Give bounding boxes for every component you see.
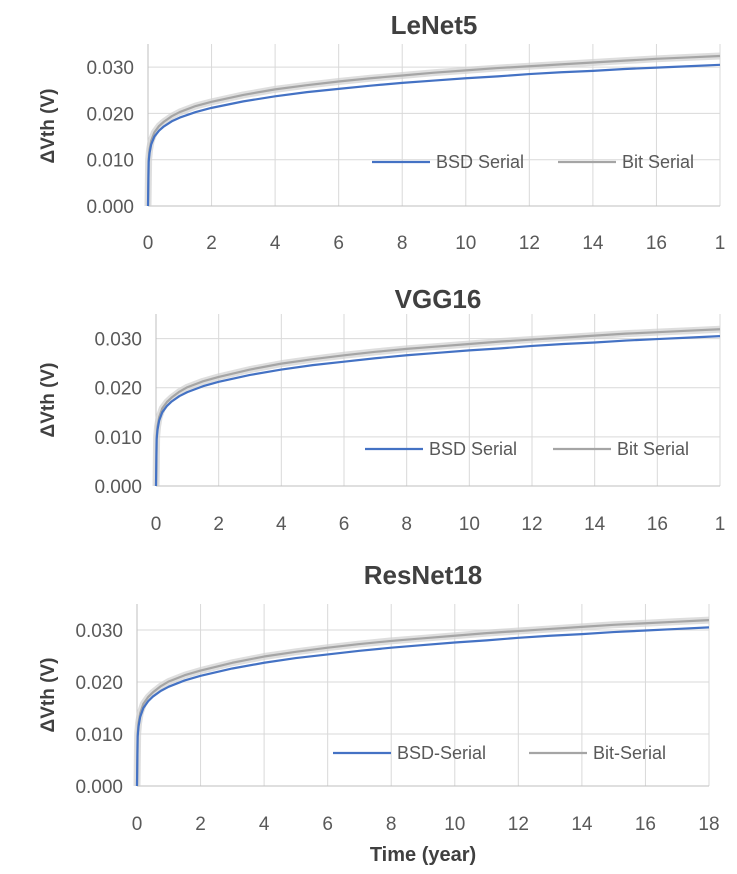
legend-label: Bit-Serial <box>593 743 666 763</box>
chart-3: ResNet18 0 2 4 6 8 10 12 14 16 18 0.000 0.010 0.020 0.… <box>38 560 720 866</box>
x-tick-label: 12 <box>519 233 540 254</box>
x-tick-label: 2 <box>213 514 224 535</box>
y-axis-label: ΔVth (V) <box>38 658 59 733</box>
y-tick-label: 0.030 <box>75 621 123 642</box>
y-tick-label: 0.010 <box>75 725 123 746</box>
legend: BSD Serial Bit Serial <box>372 152 694 172</box>
y-tick-label: 0.020 <box>86 104 134 125</box>
x-tick-label: 10 <box>455 233 476 254</box>
legend-label: BSD-Serial <box>397 743 486 763</box>
series-line-bsd <box>146 63 721 207</box>
chart-1: LeNet5 0 2 4 6 8 10 12 14 16 1 0.000 0.010 0.020 0.030… <box>38 10 725 254</box>
x-tick-label: 2 <box>206 233 217 254</box>
x-tick-label: 1 <box>715 514 726 535</box>
y-tick-label: 0.020 <box>94 379 142 400</box>
x-tick-label: 6 <box>333 233 344 254</box>
x-tick-label: 14 <box>584 514 606 535</box>
x-tick-label: 8 <box>397 233 408 254</box>
y-tick-label: 0.000 <box>75 777 123 798</box>
series-shadow <box>144 52 721 207</box>
x-tick-label: 10 <box>459 514 480 535</box>
chart-2: VGG16 0 2 4 6 8 10 12 14 16 1 0.000 0.010 0.020 0.030 Δ… <box>38 284 725 535</box>
y-tick-label: 0.030 <box>86 58 134 79</box>
x-tick-label: 6 <box>339 514 350 535</box>
x-tick-label: 14 <box>571 814 593 835</box>
y-tick-label: 0.030 <box>94 330 142 351</box>
x-tick-label: 0 <box>151 514 162 535</box>
legend: BSD Serial Bit Serial <box>365 439 689 459</box>
y-tick-label: 0.020 <box>75 673 123 694</box>
x-tick-label: 1 <box>715 233 726 254</box>
y-tick-label: 0.000 <box>94 477 142 498</box>
legend-label: Bit Serial <box>617 439 689 459</box>
x-tick-label: 8 <box>401 514 412 535</box>
x-tick-label: 8 <box>386 814 397 835</box>
series-line-bsd <box>135 626 710 787</box>
x-tick-label: 2 <box>195 814 206 835</box>
x-tick-label: 16 <box>646 233 667 254</box>
y-axis-label: ΔVth (V) <box>38 89 59 164</box>
series-line-bit <box>154 328 721 487</box>
x-tick-label: 0 <box>132 814 143 835</box>
x-tick-label: 4 <box>276 514 287 535</box>
legend-label: BSD Serial <box>436 152 524 172</box>
chart-title: ResNet18 <box>364 560 483 590</box>
legend: BSD-Serial Bit-Serial <box>333 743 666 763</box>
x-tick-label: 10 <box>444 814 465 835</box>
x-tick-label: 4 <box>259 814 270 835</box>
x-tick-label: 6 <box>322 814 333 835</box>
y-tick-label: 0.000 <box>86 197 134 218</box>
x-tick-label: 4 <box>270 233 281 254</box>
chart-title: LeNet5 <box>391 10 478 40</box>
x-tick-label: 16 <box>635 814 656 835</box>
x-tick-label: 0 <box>143 233 154 254</box>
series-line-bit <box>135 619 710 787</box>
x-tick-label: 12 <box>508 814 529 835</box>
legend-label: BSD Serial <box>429 439 517 459</box>
chart-title: VGG16 <box>395 284 482 314</box>
x-tick-label: 12 <box>521 514 542 535</box>
series-line-bit <box>146 54 721 207</box>
x-tick-label: 18 <box>698 814 719 835</box>
series-line-bsd <box>154 335 721 487</box>
y-tick-label: 0.010 <box>94 428 142 449</box>
y-tick-label: 0.010 <box>86 151 134 172</box>
x-tick-label: 14 <box>582 233 604 254</box>
y-axis-label: ΔVth (V) <box>38 363 59 438</box>
x-tick-label: 16 <box>647 514 668 535</box>
legend-label: Bit Serial <box>622 152 694 172</box>
x-axis-label: Time (year) <box>370 844 476 866</box>
